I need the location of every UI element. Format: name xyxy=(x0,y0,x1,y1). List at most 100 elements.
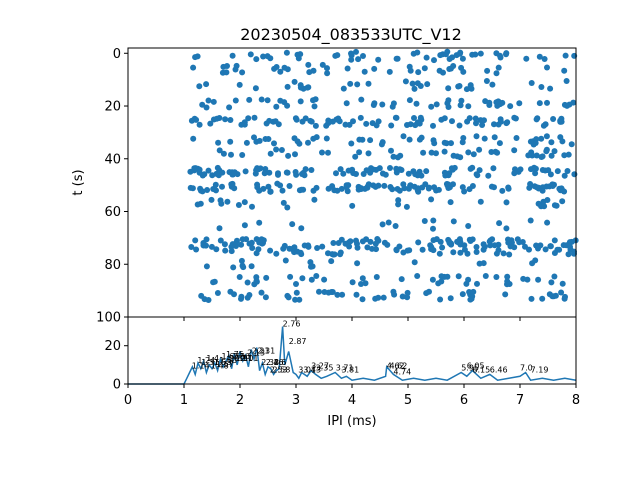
scatter-point xyxy=(458,64,465,71)
scatter-point xyxy=(334,291,341,298)
peak-label: 2.31 xyxy=(257,346,275,355)
peak-label: 2.38 xyxy=(261,358,279,367)
scatter-point xyxy=(456,236,463,243)
scatter-point xyxy=(430,237,437,244)
histogram-x-tick-label: 3 xyxy=(292,393,300,408)
scatter-point xyxy=(205,97,212,104)
scatter-point xyxy=(486,238,493,245)
scatter-point xyxy=(192,165,199,172)
peak-label: 3.71 xyxy=(336,364,354,373)
scatter-point xyxy=(263,274,270,281)
scatter-point xyxy=(216,225,223,232)
scatter-point xyxy=(485,172,492,179)
scatter-point xyxy=(314,245,321,251)
scatter-point xyxy=(203,104,210,111)
scatter-point xyxy=(414,172,421,179)
scatter-point xyxy=(264,53,271,60)
scatter-point xyxy=(381,239,388,246)
scatter-point xyxy=(294,248,301,255)
scatter-point xyxy=(536,100,543,107)
scatter-point xyxy=(325,117,332,124)
scatter-point xyxy=(279,187,286,194)
scatter-point xyxy=(473,244,480,250)
scatter-point xyxy=(267,247,274,254)
scatter-point xyxy=(228,181,235,188)
scatter-point xyxy=(428,196,435,203)
scatter-point xyxy=(440,69,446,76)
scatter-point xyxy=(428,149,435,156)
scatter-point xyxy=(469,183,476,189)
scatter-point xyxy=(433,101,440,108)
scatter-point xyxy=(324,65,330,72)
scatter-point xyxy=(246,96,253,103)
scatter-point xyxy=(547,85,554,92)
scatter-point xyxy=(539,295,546,302)
peak-label: 3.27 xyxy=(311,362,329,371)
scatter-point xyxy=(511,147,518,154)
scatter-point xyxy=(333,170,339,177)
scatter-point xyxy=(461,242,468,249)
scatter-point xyxy=(417,114,424,121)
scatter-point xyxy=(386,68,393,75)
peak-label: 1.31 xyxy=(201,358,219,367)
scatter-point xyxy=(511,170,518,177)
scatter-point xyxy=(392,114,399,121)
scatter-point xyxy=(343,100,350,107)
scatter-point xyxy=(430,225,436,232)
scatter-point xyxy=(291,78,298,85)
scatter-point xyxy=(544,64,550,71)
peak-label: 2.76 xyxy=(283,320,301,329)
scatter-point xyxy=(450,249,457,256)
scatter-point xyxy=(473,249,480,255)
scatter-point xyxy=(528,295,535,302)
scatter-point xyxy=(559,138,566,145)
scatter-point xyxy=(399,293,406,300)
scatter-point xyxy=(265,183,272,190)
scatter-point xyxy=(476,167,483,174)
scatter-point xyxy=(280,199,287,206)
scatter-point xyxy=(204,187,211,193)
scatter-point xyxy=(292,115,299,122)
scatter-point xyxy=(382,171,389,178)
scatter-point xyxy=(561,152,568,159)
scatter-point xyxy=(349,279,356,286)
histogram-line xyxy=(128,326,577,385)
scatter-point xyxy=(421,65,428,72)
scatter-point xyxy=(375,56,382,63)
peak-label: 1.63 xyxy=(219,356,237,365)
scatter-point xyxy=(338,185,345,192)
scatter-point xyxy=(495,64,502,71)
scatter-point xyxy=(361,68,368,75)
scatter-point xyxy=(387,165,393,171)
scatter-point xyxy=(275,171,281,178)
peak-annotations: 1.141.241.311.41.481.531.571.631.671.751… xyxy=(192,320,549,377)
scatter-point xyxy=(570,99,577,106)
scatter-point xyxy=(298,225,305,232)
scatter-point xyxy=(325,149,331,156)
scatter-point xyxy=(357,114,364,121)
ipi-histogram-panel: 1.141.241.311.41.481.531.571.631.671.751… xyxy=(104,316,580,429)
scatter-point xyxy=(299,171,305,177)
scatter-point xyxy=(540,198,547,205)
scatter-point xyxy=(473,133,480,140)
scatter-point xyxy=(473,120,479,127)
scatter-point xyxy=(450,181,456,188)
scatter-point xyxy=(300,186,307,193)
scatter-point xyxy=(437,238,444,245)
scatter-point xyxy=(283,49,290,56)
scatter-point xyxy=(308,167,315,173)
scatter-point xyxy=(365,80,372,87)
scatter-point xyxy=(466,289,473,295)
histogram-x-tick-label: 7 xyxy=(516,393,524,408)
scatter-point xyxy=(299,275,306,282)
scatter-point xyxy=(459,184,466,191)
scatter-point xyxy=(387,184,394,190)
scatter-point xyxy=(295,55,302,62)
scatter-point xyxy=(410,168,417,175)
scatter-point xyxy=(423,54,430,61)
peak-label: 1.75 xyxy=(226,350,244,359)
scatter-point xyxy=(187,184,194,191)
scatter-point xyxy=(198,292,205,299)
scatter-point xyxy=(313,273,320,279)
scatter-point xyxy=(528,166,534,173)
